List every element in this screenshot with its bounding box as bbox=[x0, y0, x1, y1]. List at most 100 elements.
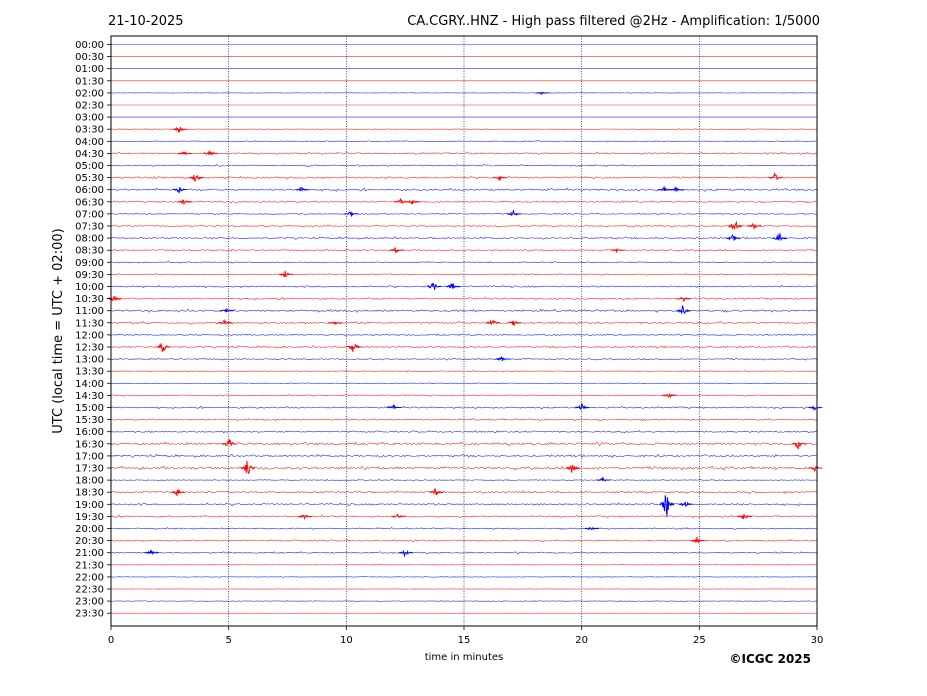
trace-line bbox=[110, 236, 817, 240]
y-tick-label: 19:00 bbox=[75, 500, 104, 511]
y-tick-label: 14:00 bbox=[75, 379, 104, 390]
event-spike bbox=[485, 319, 501, 325]
event-spike bbox=[659, 495, 675, 517]
event-spike bbox=[295, 186, 310, 192]
y-tick-label: 12:30 bbox=[75, 343, 104, 354]
event-spike bbox=[507, 320, 522, 326]
event-spike bbox=[170, 489, 185, 497]
event-spike bbox=[610, 247, 625, 254]
event-spike bbox=[203, 150, 218, 156]
y-tick-label: 00:00 bbox=[75, 40, 104, 51]
trace-line bbox=[110, 140, 817, 143]
event-spike bbox=[772, 233, 788, 242]
y-tick-label: 07:00 bbox=[75, 209, 104, 220]
event-spike bbox=[389, 246, 404, 254]
event-spike bbox=[297, 514, 312, 521]
x-tick-label: 5 bbox=[225, 635, 231, 646]
trace-line bbox=[110, 430, 817, 434]
event-spike bbox=[405, 199, 421, 205]
y-tick-label: 09:00 bbox=[75, 258, 104, 269]
trace-line bbox=[110, 248, 817, 252]
event-spike bbox=[676, 305, 691, 315]
y-tick-label: 07:30 bbox=[75, 222, 104, 233]
trace-line bbox=[110, 382, 817, 385]
trace-lines bbox=[110, 44, 817, 614]
event-spike bbox=[426, 282, 442, 290]
trace-line bbox=[110, 187, 817, 192]
trace-line bbox=[110, 527, 817, 531]
event-spike bbox=[222, 439, 237, 446]
trace-line bbox=[110, 370, 817, 373]
event-spikes bbox=[106, 91, 823, 558]
x-tick-label: 30 bbox=[811, 635, 824, 646]
y-tick-label: 09:30 bbox=[75, 270, 104, 281]
event-spike bbox=[676, 296, 691, 302]
trace-line bbox=[110, 418, 817, 422]
y-tick-label: 19:30 bbox=[75, 512, 104, 523]
y-tick-label: 11:00 bbox=[75, 306, 104, 317]
y-tick-label: 03:00 bbox=[75, 113, 104, 124]
x-axis-label: time in minutes bbox=[425, 652, 504, 663]
event-spike bbox=[669, 186, 684, 193]
event-spike bbox=[565, 464, 581, 473]
event-spike bbox=[791, 441, 807, 450]
event-spike bbox=[394, 197, 409, 204]
x-tick-label: 25 bbox=[693, 635, 706, 646]
event-spike bbox=[690, 537, 705, 544]
y-tick-label: 08:30 bbox=[75, 246, 104, 257]
trace-line bbox=[110, 273, 817, 276]
event-spike bbox=[728, 220, 743, 230]
y-tick-label: 17:00 bbox=[75, 451, 104, 462]
event-spike bbox=[219, 308, 235, 313]
event-spike bbox=[156, 342, 171, 352]
trace-line bbox=[110, 453, 817, 458]
event-spike bbox=[398, 549, 414, 558]
event-spike bbox=[737, 513, 752, 520]
trace-line bbox=[110, 261, 817, 264]
y-tick-label: 06:30 bbox=[75, 197, 104, 208]
trace-line bbox=[110, 200, 817, 204]
trace-line bbox=[110, 502, 817, 507]
event-spike bbox=[172, 187, 188, 194]
event-spike bbox=[584, 526, 599, 531]
event-spike bbox=[662, 392, 677, 399]
trace-line bbox=[110, 163, 817, 168]
event-spike bbox=[391, 513, 406, 518]
event-spike bbox=[278, 270, 294, 278]
y-tick-label: 08:00 bbox=[75, 234, 104, 245]
trace-line bbox=[110, 176, 817, 180]
y-tick-label: 20:00 bbox=[75, 524, 104, 535]
event-spike bbox=[535, 91, 550, 96]
y-tick-label: 10:00 bbox=[75, 282, 104, 293]
y-tick-label: 12:00 bbox=[75, 330, 104, 341]
event-spike bbox=[177, 151, 192, 156]
chart-title: CA.CGRY..HNZ - High pass filtered @2Hz -… bbox=[407, 14, 820, 29]
y-tick-label: 21:30 bbox=[75, 560, 104, 571]
y-tick-label: 15:00 bbox=[75, 403, 104, 414]
event-spike bbox=[217, 319, 232, 325]
trace-line bbox=[110, 92, 817, 94]
event-spike bbox=[172, 126, 188, 133]
event-spike bbox=[106, 295, 122, 302]
y-tick-label: 21:00 bbox=[75, 548, 104, 559]
y-tick-label: 18:00 bbox=[75, 476, 104, 487]
y-axis-label: UTC (local time = UTC + 02:00) bbox=[51, 228, 66, 433]
event-spike bbox=[346, 344, 362, 352]
event-spike bbox=[429, 487, 444, 496]
trace-line bbox=[110, 224, 817, 228]
y-tick-label: 18:30 bbox=[75, 488, 104, 499]
y-tick-label: 20:30 bbox=[75, 536, 104, 547]
x-tick-label: 0 bbox=[108, 635, 114, 646]
y-tick-label: 13:00 bbox=[75, 355, 104, 366]
event-spike bbox=[495, 355, 510, 362]
event-spike bbox=[808, 406, 823, 411]
y-tick-label: 11:30 bbox=[75, 318, 104, 329]
y-tick-label: 13:30 bbox=[75, 367, 104, 378]
vertical-grid bbox=[228, 36, 700, 626]
y-tick-label: 15:30 bbox=[75, 415, 104, 426]
y-tick-label: 23:00 bbox=[75, 597, 104, 608]
x-tick-label: 15 bbox=[458, 635, 471, 646]
event-spike bbox=[177, 199, 192, 206]
